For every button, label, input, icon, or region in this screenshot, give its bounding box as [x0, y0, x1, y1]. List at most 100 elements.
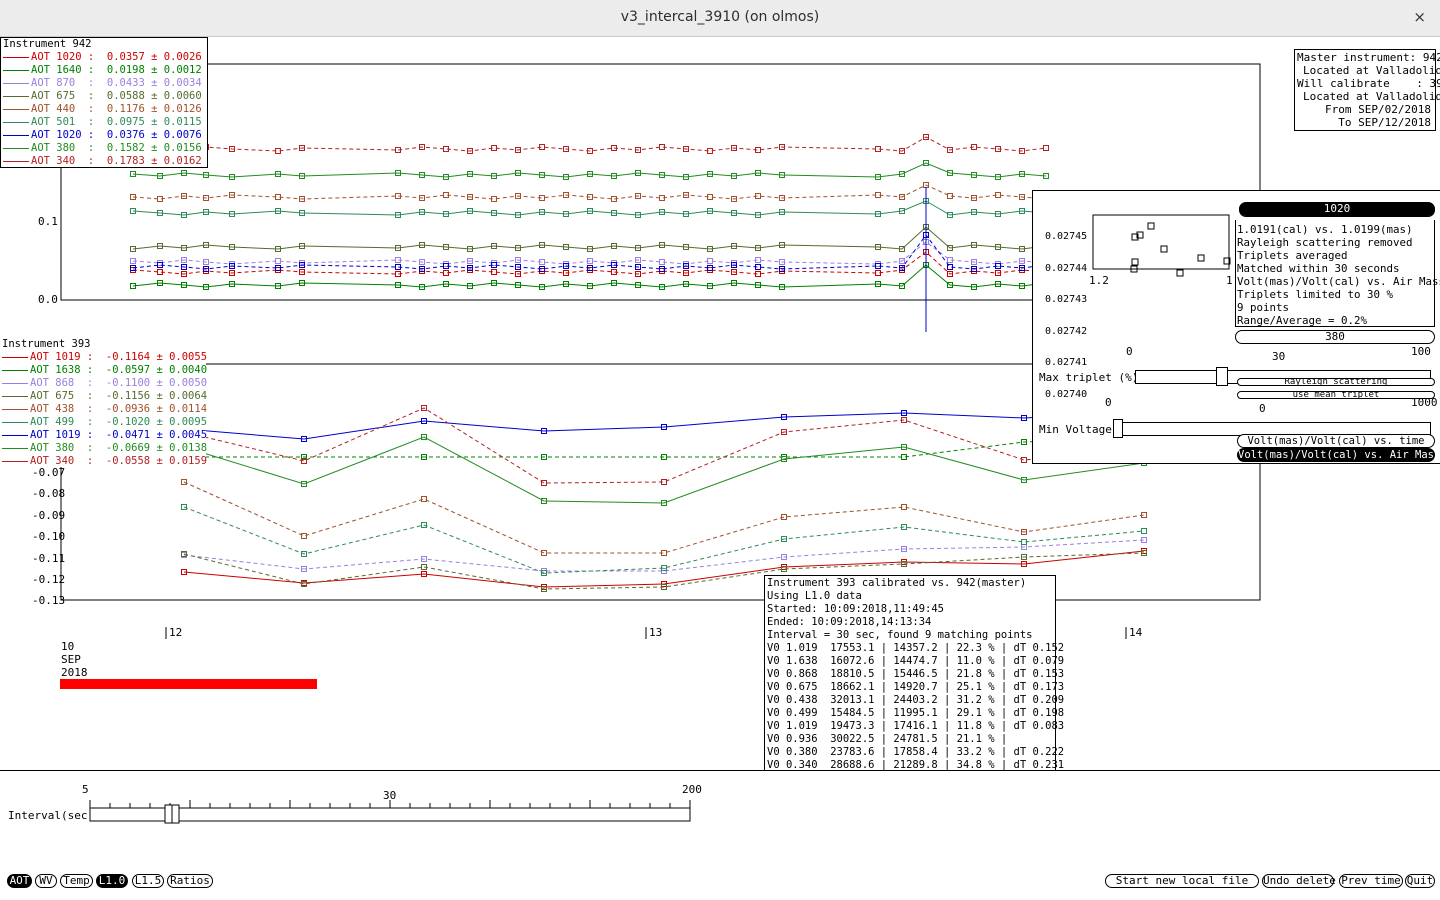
calib-info-line: Triplets averaged [1237, 249, 1348, 262]
series-point [491, 210, 497, 216]
l10-mode-button[interactable]: L1.0 [96, 874, 128, 888]
date-year: 2018 [61, 666, 88, 679]
series-point [229, 174, 235, 180]
report-line: V0 0.936 30022.5 | 24781.5 | 21.1 % | [767, 733, 1008, 745]
series-point [181, 569, 187, 575]
series-point [229, 270, 235, 276]
wavelength-380-button[interactable]: 380 [1235, 330, 1435, 344]
interval-slider[interactable] [88, 798, 692, 826]
series-point [443, 211, 449, 217]
calibration-report: Instrument 393 calibrated vs. 942(master… [764, 575, 1064, 771]
calibration-panel: 1640 1020 0.02745 0.02744 0.02743 0.0274… [1032, 190, 1440, 464]
series-point [299, 210, 305, 216]
series-point [781, 456, 787, 462]
series-point [731, 280, 737, 286]
series-point [731, 269, 737, 275]
series-point [661, 479, 667, 485]
series-point [587, 194, 593, 200]
top-series-line [132, 184, 1047, 200]
series-point [923, 134, 929, 140]
series-point [467, 148, 473, 154]
series-point [995, 174, 1001, 180]
legend-label: AOT 340 : [30, 455, 94, 467]
quit-button[interactable]: Quit [1405, 874, 1435, 888]
calib-info-line: Matched within 30 seconds [1237, 262, 1400, 275]
series-point [491, 196, 497, 202]
interval-track[interactable] [89, 807, 691, 822]
series-point [683, 281, 689, 287]
inset-point [1130, 265, 1138, 273]
rayleigh-option[interactable]: Rayleigh scattering [1237, 378, 1435, 386]
series-point [1141, 537, 1147, 543]
report-line: V0 0.380 23783.6 | 17858.4 | 33.2 % | dT… [767, 746, 1065, 758]
inset-frame [1092, 214, 1230, 270]
series-point [563, 263, 569, 269]
report-line: Using L1.0 data [767, 590, 862, 602]
legend-label: AOT 675 : [30, 390, 94, 402]
series-point [541, 454, 547, 460]
inset-y-tick: 0.02742 [1045, 325, 1088, 337]
series-point [467, 258, 473, 264]
series-point [1021, 477, 1027, 483]
series-point [731, 173, 737, 179]
max-triplet-thumb[interactable] [1216, 367, 1228, 386]
report-line: Started: 10:09:2018,11:49:45 [767, 603, 945, 615]
series-point [635, 257, 641, 263]
series-point [731, 196, 737, 202]
series-point [971, 284, 977, 290]
interval-min: 5 [82, 783, 89, 796]
series-point [130, 265, 136, 271]
series-point [419, 284, 425, 290]
series-point [539, 172, 545, 178]
legend-instrument-942: Instrument 942 AOT 1020 : 0.0357 ± 0.002… [0, 37, 208, 168]
temp-mode-button[interactable]: Temp [60, 874, 93, 888]
ratios-mode-button[interactable]: Ratios [167, 874, 213, 888]
mean-triplet-option[interactable]: use mean triplet [1237, 391, 1435, 399]
bottom-separator [0, 770, 1440, 771]
wv-mode-button[interactable]: WV [35, 874, 57, 888]
top-series-line [132, 241, 1047, 265]
series-point [899, 283, 905, 289]
inset-point [1131, 258, 1139, 266]
wavelength-1020-button[interactable]: 1020 [1239, 202, 1435, 216]
series-point [181, 264, 187, 270]
series-point [539, 209, 545, 215]
series-point [203, 209, 209, 215]
legend-row: AOT 870 : 0.0433 ± 0.0034 [1, 77, 207, 90]
series-point [539, 195, 545, 201]
bottom-series-line [183, 411, 1145, 440]
series-point [901, 444, 907, 450]
close-icon[interactable]: × [1413, 8, 1426, 26]
master-line: Located at Valladolid [1303, 90, 1440, 103]
legend-label: AOT 440 : [31, 103, 95, 115]
legend-label: AOT 380 : [31, 142, 95, 154]
start-new-local-file-button[interactable]: Start new local file [1105, 874, 1259, 888]
series-point [275, 246, 281, 252]
top-y-tick: 0.0 [38, 293, 58, 306]
prev-time-button[interactable]: Prev time [1339, 874, 1403, 888]
plot-canvas[interactable] [0, 37, 1440, 770]
legend-row: AOT 675 : 0.0588 ± 0.0060 [1, 90, 207, 103]
series-point [275, 283, 281, 289]
series-point [659, 284, 665, 290]
series-marker-icon [2, 409, 28, 410]
top-plot-series [130, 134, 1049, 332]
inset-point [1160, 245, 1168, 253]
vs-airmass-option[interactable]: Volt(mas)/Volt(cal) vs. Air Mass [1237, 448, 1440, 462]
series-marker-icon [3, 57, 29, 58]
aot-mode-button[interactable]: AOT [7, 874, 32, 888]
vs-time-option[interactable]: Volt(mas)/Volt(cal) vs. time [1237, 434, 1435, 448]
report-text: Instrument 393 calibrated vs. 942(master… [767, 577, 1064, 772]
bottom-y-tick: -0.12 [32, 573, 66, 586]
series-point [419, 209, 425, 215]
time-range-bar[interactable] [60, 679, 317, 689]
min-voltage-thumb[interactable] [1113, 419, 1123, 438]
series-point [467, 194, 473, 200]
l15-mode-button[interactable]: L1.5 [132, 874, 164, 888]
series-point [899, 258, 905, 264]
series-point [875, 263, 881, 269]
series-point [659, 242, 665, 248]
series-point [203, 195, 209, 201]
series-point [755, 282, 761, 288]
undo-delete-button[interactable]: Undo delete [1262, 874, 1336, 888]
